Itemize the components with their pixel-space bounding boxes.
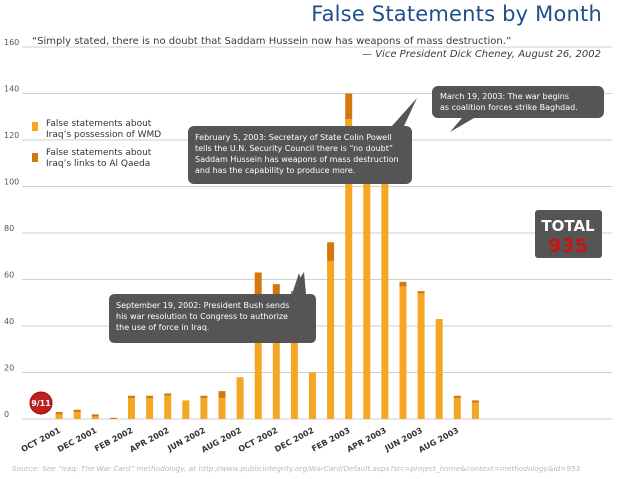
callout-powell-line3: Saddam Hussein has weapons of mass destr… [195, 155, 399, 164]
bar-wmd-2 [73, 412, 81, 419]
bar-wmd-9 [200, 398, 208, 419]
bar-wmd-6 [146, 398, 154, 419]
bar-wmd-20 [399, 286, 407, 419]
y-tick-label: 0 [4, 410, 9, 419]
y-tick-label: 20 [4, 364, 14, 373]
x-tick-label: DEC 2002 [273, 426, 315, 454]
bar-alqaeda-2 [73, 409, 81, 413]
bar-wmd-16 [327, 260, 335, 419]
callout-march-line1: March 19, 2003: The war begins [440, 92, 569, 101]
bars [55, 93, 479, 419]
badge-911: 9/11 [29, 391, 53, 415]
y-tick-label: 40 [4, 317, 14, 326]
bar-alqaeda-9 [200, 395, 208, 399]
y-tick-label: 80 [4, 224, 14, 233]
callout-powell: February 5, 2003: Secretary of State Col… [188, 98, 417, 184]
callout-bush: September 19, 2002: President Bush sends… [109, 272, 316, 343]
bar-wmd-5 [128, 398, 135, 419]
badge-911-label: 9/11 [31, 399, 51, 408]
callout-powell-line4: and has the capability to produce more. [195, 166, 355, 175]
x-tick-label: APR 2003 [345, 426, 387, 454]
callouts: September 19, 2002: President Bush sends… [109, 86, 604, 343]
total-label: TOTAL [541, 217, 595, 235]
bar-alqaeda-21 [417, 291, 425, 294]
callout-bush-line3: the use of force in Iraq. [116, 323, 209, 332]
legend-label-wmd-line1: False statements about [46, 119, 152, 129]
y-tick-label: 140 [4, 85, 19, 94]
legend-label-alqaeda-line1: False statements about [46, 148, 152, 158]
callout-powell-line2: tells the U.N. Security Council there is… [195, 144, 393, 153]
bar-wmd-17 [345, 119, 353, 419]
bar-alqaeda-7 [164, 393, 172, 396]
bar-wmd-13 [272, 295, 280, 419]
x-tick-label: APR 2002 [128, 426, 170, 454]
bar-wmd-12 [254, 302, 262, 419]
bar-wmd-8 [182, 400, 190, 419]
bar-alqaeda-16 [327, 242, 335, 261]
bar-alqaeda-20 [399, 281, 407, 287]
bar-alqaeda-1 [55, 412, 63, 415]
legend-label-wmd-line2: Iraq’s possession of WMD [46, 130, 161, 140]
bar-wmd-23 [453, 398, 461, 419]
x-tick-label: AUG 2002 [200, 426, 243, 455]
x-tick-label: FEB 2002 [93, 426, 134, 454]
bar-wmd-19 [381, 167, 389, 419]
bar-alqaeda-6 [146, 395, 154, 399]
page-title: False Statements by Month [311, 2, 602, 26]
y-tick-label: 160 [4, 38, 19, 47]
bar-alqaeda-23 [453, 395, 461, 399]
callout-march-line2: as coalition forces strike Baghdad. [440, 103, 578, 112]
callout-march: March 19, 2003: The war begins as coalit… [432, 86, 604, 132]
bar-alqaeda-3 [91, 414, 99, 417]
bar-wmd-10 [218, 398, 226, 419]
bar-alqaeda-17 [345, 93, 353, 120]
legend-swatch-wmd [32, 122, 38, 131]
bar-wmd-11 [236, 377, 244, 419]
bar-wmd-1 [55, 414, 63, 419]
x-tick-label: DEC 2001 [56, 426, 99, 454]
bar-wmd-18 [363, 140, 371, 419]
bar-alqaeda-5 [128, 395, 135, 399]
y-tick-label: 100 [4, 178, 19, 187]
bar-wmd-22 [435, 319, 443, 419]
x-tick-label: AUG 2003 [417, 426, 460, 455]
source-note: Source: See “Iraq: The War Card” methodo… [12, 464, 581, 473]
bar-alqaeda-12 [254, 272, 262, 303]
bar-wmd-24 [471, 402, 479, 419]
x-tick-label: OCT 2002 [237, 426, 279, 454]
y-tick-label: 120 [4, 131, 19, 140]
callout-bush-line2: his war resolution to Congress to author… [116, 312, 288, 321]
legend-label-alqaeda-line2: Iraq’s links to Al Qaeda [46, 159, 150, 169]
callout-powell-line1: February 5, 2003: Secretary of State Col… [195, 133, 392, 142]
bar-wmd-3 [91, 416, 99, 419]
bar-alqaeda-10 [218, 391, 226, 399]
total-value: 935 [548, 235, 588, 257]
bar-wmd-15 [309, 372, 316, 419]
x-tick-label: OCT 2001 [20, 426, 63, 454]
bar-wmd-7 [164, 395, 172, 419]
y-axis: 0 20 40 60 80 100 120 140 160 [4, 38, 19, 419]
callout-bush-line1: September 19, 2002: President Bush sends [116, 301, 289, 310]
legend: False statements about Iraq’s possession… [32, 119, 161, 169]
bar-wmd-21 [417, 293, 425, 419]
bar-wmd-14 [290, 319, 298, 419]
x-tick-label: FEB 2003 [310, 426, 351, 454]
total-box: TOTAL 935 [535, 210, 602, 258]
quote-attribution: — Vice President Dick Cheney, August 26,… [362, 49, 601, 60]
bar-alqaeda-13 [272, 284, 280, 296]
legend-swatch-alqaeda [32, 153, 38, 162]
bar-alqaeda-24 [471, 400, 479, 403]
bar-alqaeda-4 [109, 417, 117, 419]
y-tick-label: 60 [4, 271, 14, 280]
quote-text: “Simply stated, there is no doubt that S… [32, 36, 511, 47]
